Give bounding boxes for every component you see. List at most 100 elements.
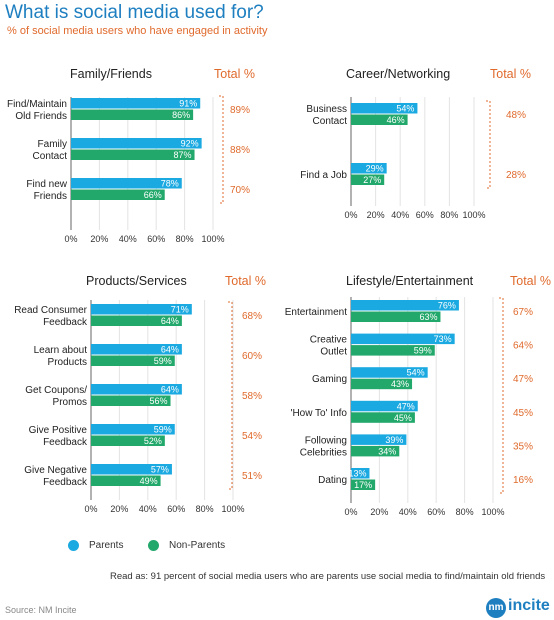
legend-item-non-parents: Non-Parents	[148, 540, 225, 551]
chart-3-category-label: Feedback	[43, 477, 88, 488]
chart-4-bar-parents	[351, 434, 407, 445]
chart-3-bar-parents	[91, 344, 182, 355]
chart-4-bar-value-label: 17%	[354, 480, 372, 490]
chart-4-title: Lifestyle/Entertainment	[346, 274, 474, 288]
chart-4-bar-non-parents	[351, 311, 441, 322]
chart-4-bar-value-label: 54%	[407, 368, 425, 378]
chart-3-bar-non-parents	[91, 395, 171, 406]
chart-2-total-bracket	[486, 100, 491, 189]
chart-2-x-tick-label: 40%	[391, 210, 409, 220]
chart-4-category-label: Celebrities	[300, 447, 347, 458]
chart-1-bar-value-label: 66%	[144, 190, 162, 200]
chart-3-bar-value-label: 59%	[154, 425, 172, 435]
chart-2-total-value: 48%	[506, 110, 526, 121]
chart-1-bar-value-label: 86%	[172, 110, 190, 120]
chart-3-bar-value-label: 49%	[140, 476, 158, 486]
source-note: Source: NM Incite	[5, 605, 77, 615]
chart-4-bar-non-parents	[351, 479, 376, 490]
chart-1-bar-non-parents	[71, 109, 194, 120]
chart-3-title: Products/Services	[86, 274, 187, 288]
chart-3-bar-value-label: 57%	[151, 465, 169, 475]
page-title: What is social media used for?	[5, 2, 264, 23]
chart-2-x-tick-label: 60%	[416, 210, 434, 220]
chart-4-total-value: 16%	[513, 475, 533, 486]
chart-3-total-bracket	[228, 301, 233, 490]
chart-1-x-tick-label: 20%	[90, 234, 108, 244]
chart-1-x-tick-label: 80%	[176, 234, 194, 244]
chart-3-bar-non-parents	[91, 315, 182, 326]
chart-2-category-label: Contact	[313, 116, 348, 127]
chart-3-bar-value-label: 59%	[154, 356, 172, 366]
chart-3-total-value: 68%	[242, 311, 262, 322]
chart-4-total-value: 67%	[513, 307, 533, 318]
chart-1-total-value: 88%	[230, 145, 250, 156]
chart-1-bar-value-label: 92%	[181, 139, 199, 149]
chart-1-total-value: 89%	[230, 105, 250, 116]
chart-4-bar-value-label: 59%	[414, 346, 432, 356]
chart-3-bar-value-label: 52%	[144, 436, 162, 446]
chart-1-category-label: Contact	[33, 151, 68, 162]
chart-3-category-label: Feedback	[43, 437, 88, 448]
chart-4-total-header: Total %	[510, 274, 551, 288]
chart-4-category-label: Dating	[318, 475, 347, 486]
logo-text: incite	[508, 597, 550, 614]
chart-4-category-label: Outlet	[320, 347, 347, 358]
chart-4-bar-parents	[351, 400, 418, 412]
nm-incite-logo: nm incite	[486, 597, 550, 619]
chart-3-bar-parents	[91, 424, 175, 435]
chart-1-x-tick-label: 40%	[119, 234, 137, 244]
chart-1-category-label: Find new	[26, 179, 67, 190]
chart-3-x-tick-label: 80%	[196, 504, 214, 514]
chart-2-bar-parents	[351, 103, 418, 114]
chart-3-bar-parents	[91, 384, 182, 395]
chart-2-total-header: Total %	[490, 67, 531, 81]
chart-1-total-header: Total %	[214, 67, 255, 81]
chart-4-x-tick-label: 0%	[344, 507, 357, 517]
legend-label-parents: Parents	[89, 540, 124, 552]
chart-3-bar-non-parents	[91, 475, 161, 486]
chart-3-category-label: Products	[48, 357, 87, 368]
chart-2-bar-parents	[351, 163, 387, 174]
chart-3-bar-value-label: 71%	[171, 305, 189, 315]
legend-label-non-parents: Non-Parents	[169, 540, 226, 552]
chart-4-total-bracket	[499, 297, 504, 494]
chart-1-bar-non-parents	[71, 189, 165, 200]
chart-2-x-tick-label: 100%	[462, 210, 485, 220]
chart-3-bar-value-label: 64%	[161, 345, 179, 355]
chart-2-x-tick-label: 0%	[344, 210, 357, 220]
chart-4-x-tick-label: 60%	[427, 507, 445, 517]
legend-swatch-non-parents	[148, 540, 159, 551]
chart-3-category-label: Give Negative	[24, 465, 87, 476]
chart-3-x-tick-label: 20%	[110, 504, 128, 514]
chart-1-total-value: 70%	[230, 185, 250, 196]
chart-4-category-label: Entertainment	[285, 307, 347, 318]
chart-4-total-value: 64%	[513, 341, 533, 352]
chart-1-bar-value-label: 91%	[179, 99, 197, 109]
chart-3-bar-non-parents	[91, 355, 175, 366]
chart-1-category-label: Family	[38, 139, 67, 150]
logo-mark: nm	[486, 598, 506, 618]
chart-1-title: Family/Friends	[70, 67, 152, 81]
chart-4-bar-value-label: 34%	[378, 446, 396, 456]
chart-1-x-tick-label: 0%	[64, 234, 77, 244]
chart-3-total-value: 60%	[242, 351, 262, 362]
chart-4-bar-parents	[351, 468, 370, 479]
chart-4-bar-value-label: 45%	[394, 413, 412, 423]
chart-1-x-tick-label: 60%	[147, 234, 165, 244]
chart-3-bar-value-label: 56%	[150, 396, 168, 406]
chart-1-bar-parents	[71, 138, 202, 149]
chart-4-total-value: 35%	[513, 441, 533, 452]
legend-swatch-parents	[68, 540, 79, 551]
legend-item-parents: Parents	[68, 540, 123, 551]
chart-3-x-tick-label: 100%	[221, 504, 244, 514]
chart-3-total-value: 51%	[242, 471, 262, 482]
chart-3-bar-parents	[91, 304, 192, 315]
chart-1-bar-value-label: 87%	[174, 150, 192, 160]
chart-2-bar-value-label: 46%	[387, 115, 405, 125]
chart-2-category-label: Find a Job	[300, 170, 347, 181]
chart-3-bar-parents	[91, 464, 172, 475]
chart-4-bar-value-label: 39%	[385, 435, 403, 445]
chart-4-bar-non-parents	[351, 445, 400, 457]
chart-2-bar-non-parents	[351, 114, 408, 125]
